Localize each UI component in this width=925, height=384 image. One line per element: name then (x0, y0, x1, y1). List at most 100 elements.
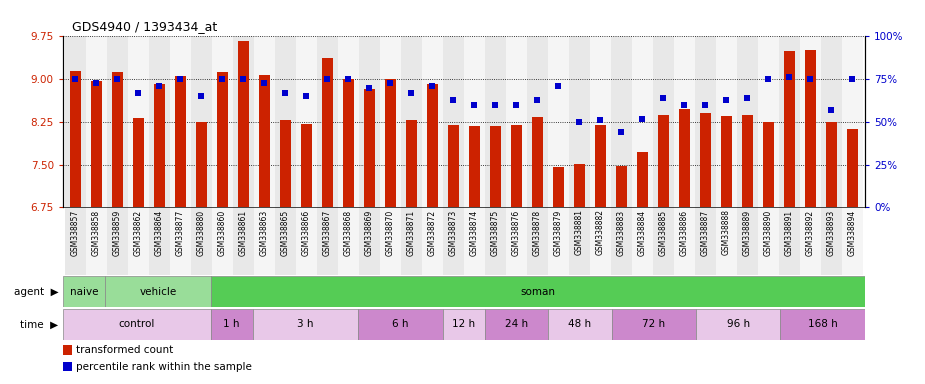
Point (614, 129, 629, 135)
Bar (91, 81, 103, 207)
Text: GSM338880: GSM338880 (197, 209, 206, 255)
Bar (716, 36, 737, 207)
Text: GSM338859: GSM338859 (113, 209, 122, 256)
Text: percentile rank within the sample: percentile rank within the sample (76, 362, 252, 372)
Bar (359, 207, 380, 275)
Bar (422, 36, 443, 207)
Point (215, 76, 229, 82)
Bar (342, 79, 354, 207)
Text: GSM338869: GSM338869 (365, 209, 374, 256)
Text: GSM338874: GSM338874 (470, 209, 479, 256)
Text: GSM338876: GSM338876 (512, 209, 521, 256)
Bar (846, 129, 858, 207)
Bar (132, 118, 144, 207)
Text: GSM338884: GSM338884 (638, 209, 647, 255)
Point (488, 102, 503, 108)
Point (257, 79, 272, 86)
Bar (574, 164, 586, 207)
Bar (317, 207, 338, 275)
Bar (569, 207, 590, 275)
Point (68, 76, 83, 82)
Bar (511, 125, 522, 207)
Bar (762, 122, 774, 207)
Point (446, 97, 461, 103)
Bar (737, 207, 758, 275)
Bar (552, 167, 564, 207)
Bar (63, 345, 72, 355)
Point (761, 76, 776, 82)
Bar (632, 207, 653, 275)
Point (110, 76, 125, 82)
Text: GSM338879: GSM338879 (554, 209, 562, 256)
Bar (820, 207, 842, 275)
Text: GSM338892: GSM338892 (806, 209, 815, 255)
Text: GSM338883: GSM338883 (617, 209, 626, 255)
Point (236, 76, 251, 82)
Bar (69, 71, 81, 207)
Text: transformed count: transformed count (76, 345, 173, 355)
Bar (170, 207, 191, 275)
Text: GSM338890: GSM338890 (764, 209, 772, 256)
Bar (800, 36, 820, 207)
Bar (448, 125, 459, 207)
Bar (779, 207, 800, 275)
Text: GSM338893: GSM338893 (827, 209, 836, 256)
Bar (632, 36, 653, 207)
Point (551, 83, 566, 89)
Point (194, 93, 209, 99)
Bar (805, 50, 816, 207)
Bar (653, 207, 673, 275)
Bar (673, 207, 695, 275)
Text: GSM338871: GSM338871 (407, 209, 416, 255)
Bar (406, 120, 417, 207)
Bar (254, 36, 275, 207)
Text: GSM338888: GSM338888 (722, 209, 731, 255)
Text: GSM338889: GSM338889 (743, 209, 752, 255)
Text: GSM338858: GSM338858 (92, 209, 101, 255)
Bar (107, 207, 128, 275)
Bar (86, 36, 107, 207)
Bar (506, 36, 527, 207)
Bar (254, 207, 275, 275)
Bar (170, 36, 191, 207)
Bar (128, 207, 149, 275)
Text: GSM338868: GSM338868 (344, 209, 353, 255)
Point (824, 107, 839, 113)
Bar (781, 309, 865, 340)
Text: GSM338862: GSM338862 (134, 209, 143, 255)
Bar (175, 76, 186, 207)
Bar (107, 36, 128, 207)
Text: 48 h: 48 h (568, 319, 591, 329)
Point (740, 95, 755, 101)
Point (635, 116, 649, 122)
Bar (359, 36, 380, 207)
Bar (658, 115, 669, 207)
Bar (699, 113, 711, 207)
Bar (783, 51, 796, 207)
Bar (842, 36, 863, 207)
Bar (63, 309, 211, 340)
Text: 24 h: 24 h (505, 319, 528, 329)
Bar (380, 207, 401, 275)
Bar (253, 309, 358, 340)
Text: 72 h: 72 h (642, 319, 665, 329)
Bar (296, 36, 317, 207)
Bar (532, 118, 543, 207)
Bar (549, 309, 611, 340)
Bar (590, 207, 610, 275)
Text: GSM338886: GSM338886 (680, 209, 689, 255)
Bar (63, 362, 72, 371)
Bar (301, 124, 313, 207)
Bar (65, 36, 86, 207)
Bar (595, 125, 606, 207)
Point (299, 93, 314, 99)
Text: control: control (118, 319, 155, 329)
Bar (779, 36, 800, 207)
Text: GSM338873: GSM338873 (449, 209, 458, 256)
Bar (673, 36, 695, 207)
Bar (825, 122, 837, 207)
Bar (721, 116, 732, 207)
Bar (338, 207, 359, 275)
Bar (259, 74, 270, 207)
Bar (610, 207, 632, 275)
